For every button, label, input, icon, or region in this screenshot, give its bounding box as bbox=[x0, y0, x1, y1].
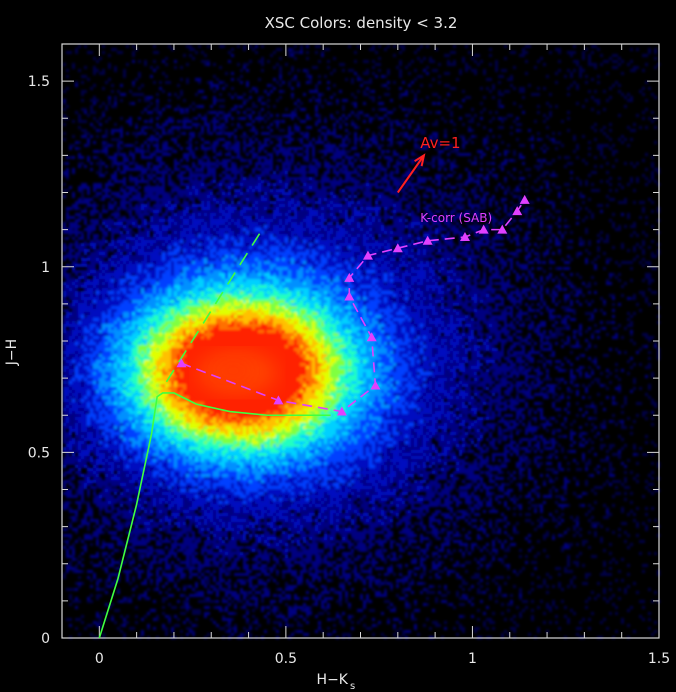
x-tick-label: 0 bbox=[95, 651, 104, 667]
av-annotation: Av=1 bbox=[420, 134, 460, 152]
x-tick-label: 1.5 bbox=[648, 651, 670, 667]
y-tick-label: 0 bbox=[41, 631, 50, 647]
x-tick-label: 1 bbox=[468, 651, 477, 667]
x-axis-label: H−K bbox=[317, 672, 349, 688]
density-glow bbox=[197, 351, 277, 395]
y-tick-label: 1.5 bbox=[28, 74, 50, 90]
density-peak bbox=[211, 359, 255, 383]
y-tick-label: 1 bbox=[41, 260, 50, 276]
y-axis-label: J−H bbox=[4, 339, 20, 366]
chart-title: XSC Colors: density < 3.2 bbox=[265, 14, 458, 32]
y-tick-label: 0.5 bbox=[28, 445, 50, 461]
kcorr-annotation: K-corr (SAB) bbox=[420, 211, 492, 225]
x-tick-label: 0.5 bbox=[275, 651, 297, 667]
x-axis-label-subscript: s bbox=[350, 681, 355, 692]
